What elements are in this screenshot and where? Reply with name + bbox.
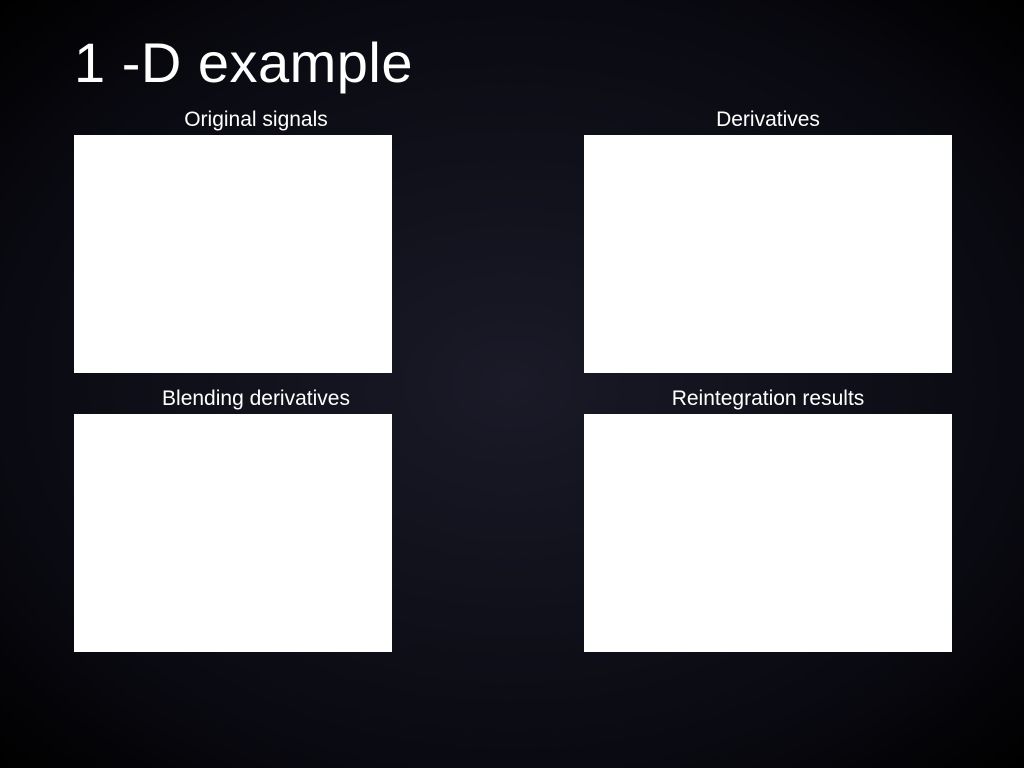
panel-box-blending-derivatives	[74, 414, 392, 652]
panel-label-reintegration-results: Reintegration results	[584, 387, 952, 411]
panel-derivatives: Derivatives	[584, 108, 952, 373]
panel-original-signals: Original signals	[74, 108, 438, 373]
panel-label-derivatives: Derivatives	[584, 108, 952, 132]
panel-reintegration-results: Reintegration results	[584, 387, 952, 652]
panel-blending-derivatives: Blending derivatives	[74, 387, 438, 652]
panel-box-original-signals	[74, 135, 392, 373]
panel-label-blending-derivatives: Blending derivatives	[97, 387, 415, 411]
panel-box-reintegration-results	[584, 414, 952, 652]
slide-title: 1 -D example	[74, 30, 413, 95]
panel-box-derivatives	[584, 135, 952, 373]
panel-grid: Original signals Derivatives Blending de…	[74, 108, 952, 652]
panel-label-original-signals: Original signals	[97, 108, 415, 132]
